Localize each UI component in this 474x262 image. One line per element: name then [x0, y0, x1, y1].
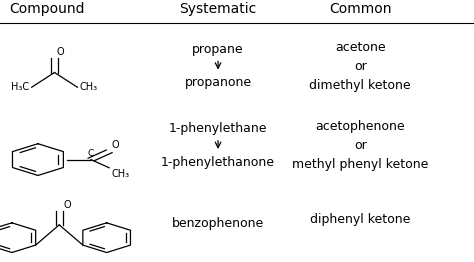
Text: C: C [88, 149, 94, 158]
Text: H₃C: H₃C [11, 82, 29, 92]
Text: O: O [57, 47, 64, 57]
Text: CH₃: CH₃ [80, 82, 98, 92]
Text: diphenyl ketone: diphenyl ketone [310, 213, 410, 226]
Text: 1-phenylethane: 1-phenylethane [169, 122, 267, 135]
Text: O: O [64, 200, 72, 210]
Text: CH₃: CH₃ [111, 169, 130, 179]
Text: benzophenone: benzophenone [172, 217, 264, 230]
Text: acetophenone
or
methyl phenyl ketone: acetophenone or methyl phenyl ketone [292, 120, 428, 171]
Text: propane: propane [192, 43, 244, 56]
Text: 1-phenylethanone: 1-phenylethanone [161, 156, 275, 169]
Text: propanone: propanone [184, 76, 252, 89]
Text: Common: Common [329, 2, 392, 16]
Text: O: O [111, 140, 119, 150]
Text: Systematic: Systematic [180, 2, 256, 16]
Text: Compound: Compound [9, 2, 85, 16]
Text: acetone
or
dimethyl ketone: acetone or dimethyl ketone [310, 41, 411, 92]
